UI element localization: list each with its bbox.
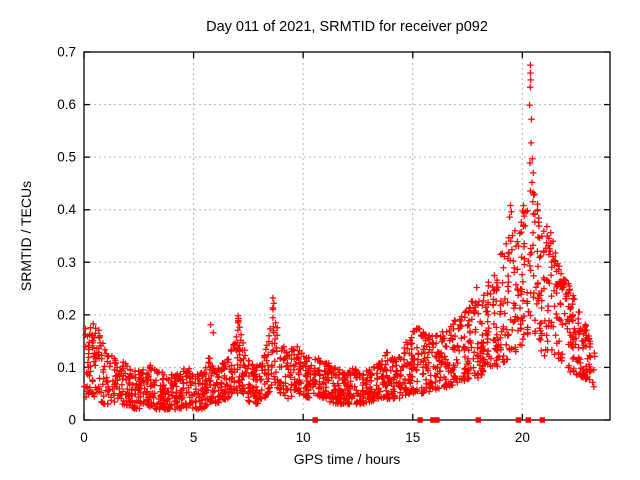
axes-layer — [83, 51, 611, 421]
x-tick-label: 0 — [80, 430, 88, 445]
x-tick-label: 15 — [405, 430, 420, 445]
y-tick-label: 0 — [68, 413, 76, 428]
data-layer — [81, 61, 598, 423]
y-tick-label: 0.1 — [57, 360, 76, 375]
y-tick-label: 0.3 — [57, 255, 76, 270]
chart-title: Day 011 of 2021, SRMTID for receiver p09… — [206, 19, 488, 35]
y-tick-label: 0.5 — [57, 150, 76, 165]
x-tick-label: 10 — [296, 430, 311, 445]
y-tick-label: 0.4 — [57, 202, 76, 217]
y-tick-label: 0.7 — [57, 45, 76, 60]
y-tick-label: 0.2 — [57, 307, 76, 322]
scatter-points — [81, 61, 598, 413]
grid-layer — [84, 52, 610, 420]
x-tick-label: 5 — [190, 430, 198, 445]
x-tick-label: 20 — [515, 430, 530, 445]
x-axis-label: GPS time / hours — [293, 451, 401, 467]
y-tick-label: 0.6 — [57, 97, 76, 112]
plot-border — [83, 51, 611, 421]
tick-label-layer: 0 5 10 15 20 0 0.1 0.2 0.3 0.4 0.5 0.6 0.7 — [57, 45, 530, 446]
